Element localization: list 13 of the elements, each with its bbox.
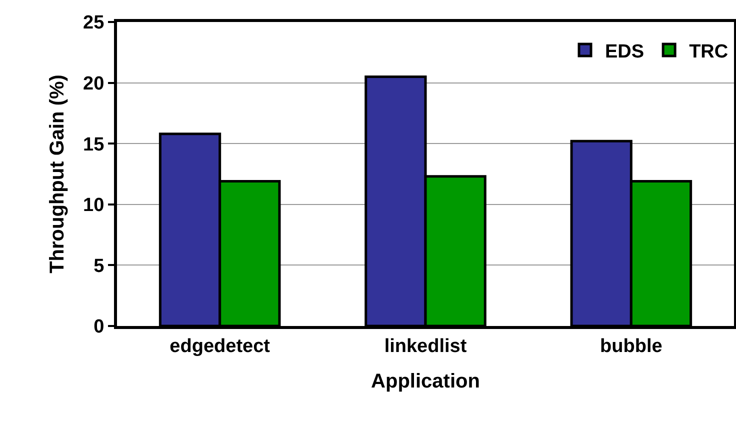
x-tick-label: bubble <box>600 336 662 357</box>
x-tick-label: linkedlist <box>384 336 468 357</box>
y-axis-title: Throughput Gain (%) <box>46 74 69 274</box>
legend-label: TRC <box>689 41 728 62</box>
x-tick-label: edgedetect <box>170 336 271 357</box>
y-tick-label: 10 <box>83 195 104 216</box>
y-tick-label: 5 <box>94 256 105 277</box>
x-axis-title: Application <box>371 370 480 392</box>
y-tick-label: 15 <box>83 134 105 156</box>
legend-label: EDS <box>605 41 644 62</box>
y-tick-label: 0 <box>94 316 104 338</box>
y-tick-label: 20 <box>83 73 104 94</box>
y-tick-label: 25 <box>83 12 105 34</box>
